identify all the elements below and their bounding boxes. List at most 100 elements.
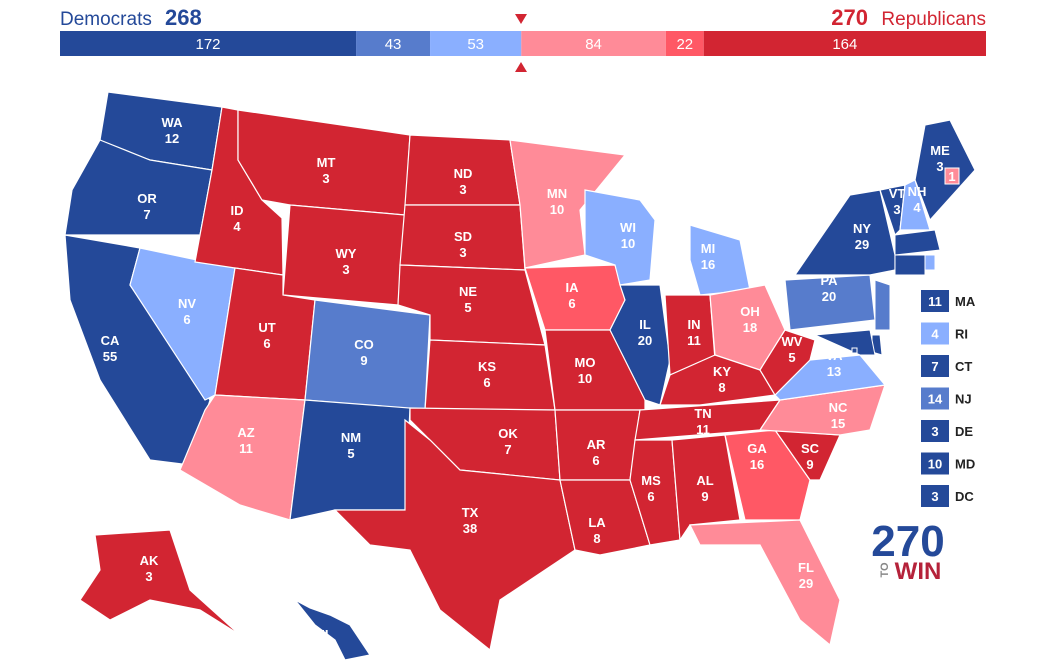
state-votes: 6 [183, 312, 190, 327]
small-state-abbr: NJ [955, 392, 972, 407]
state-abbr: WV [782, 334, 803, 349]
state-votes: 3 [459, 245, 466, 260]
bar-label: 22 [676, 36, 693, 53]
state-shape [758, 384, 886, 436]
bar-label: 164 [832, 36, 857, 53]
small-state-votes: 3 [931, 424, 938, 439]
state-abbr: KY [713, 364, 731, 379]
state-votes: 3 [145, 569, 152, 584]
state-abbr: FL [798, 560, 814, 575]
bar-segment [60, 31, 357, 56]
bar-segment [665, 31, 704, 56]
state-abbr: NY [853, 221, 871, 236]
state-shape [333, 418, 576, 652]
state-abbr: KS [478, 359, 496, 374]
state-abbr: TN [694, 406, 711, 421]
state-votes: 11 [687, 333, 701, 348]
state-votes: 9 [806, 457, 813, 472]
small-state-box [921, 355, 949, 377]
small-state-votes: 4 [931, 327, 939, 342]
small-state-abbr: DE [955, 424, 973, 439]
state-abbr: PA [820, 273, 838, 288]
states: WA12OR7CA55NV6ID4MT3WY3UT6AZ11CO9NM5ND3S… [64, 91, 976, 661]
state-abbr: MO [575, 355, 596, 370]
state-abbr: SD [454, 229, 472, 244]
state-shape [584, 189, 656, 286]
state-votes: 3 [342, 262, 349, 277]
bar-segment [430, 31, 522, 56]
state-votes: 6 [647, 489, 654, 504]
state-votes: 5 [347, 446, 354, 461]
vote-bar: 172 43 53 84 22 164 [60, 31, 986, 56]
state-votes: 3 [893, 202, 900, 217]
state-abbr: OK [498, 426, 518, 441]
state-abbr: ID [231, 203, 244, 218]
small-state-box [921, 290, 949, 312]
threshold-marker [515, 14, 527, 24]
state-votes: 9 [701, 489, 708, 504]
bar-segment [521, 31, 666, 56]
state-votes: 20 [638, 333, 652, 348]
state-votes: 3 [459, 182, 466, 197]
state-shape [759, 329, 816, 396]
state-abbr: LA [588, 515, 606, 530]
state-abbr: IL [639, 317, 651, 332]
state-abbr: IN [688, 317, 701, 332]
small-state-abbr: CT [955, 359, 972, 374]
state-abbr: CA [101, 333, 120, 348]
district-votes: 1 [948, 169, 955, 184]
state-abbr: NM [341, 430, 361, 445]
state-shape [609, 284, 671, 406]
state-votes: 29 [799, 576, 813, 591]
bar-segment [356, 31, 431, 56]
state-abbr: NH [908, 184, 927, 199]
state-shape [689, 519, 841, 647]
dem-total: 268 [165, 5, 202, 30]
small-state-votes: 11 [928, 294, 942, 309]
state-votes: 18 [743, 320, 757, 335]
state-abbr: WI [620, 220, 636, 235]
state-votes: 16 [701, 257, 715, 272]
small-state-abbr: RI [955, 327, 968, 342]
small-state-abbr: MA [955, 294, 976, 309]
state-abbr: AR [587, 437, 606, 452]
state-abbr: AL [696, 473, 713, 488]
state-abbr: NV [178, 296, 196, 311]
state-abbr: NE [459, 284, 477, 299]
bar-segment [703, 31, 986, 56]
bar-label: 43 [385, 36, 402, 53]
small-state-votes: 14 [928, 392, 943, 407]
state-shape [79, 529, 241, 636]
state-abbr: OH [740, 304, 760, 319]
state-shape [629, 439, 681, 546]
state-abbr: AZ [237, 425, 254, 440]
state-votes: 55 [103, 349, 117, 364]
state-votes: 6 [568, 296, 575, 311]
logo-number: 270 [871, 517, 944, 566]
state-votes: 8 [718, 380, 725, 395]
state-abbr: WA [162, 115, 184, 130]
state-shape [894, 229, 941, 256]
state-shape [793, 189, 896, 276]
state-abbr: TX [462, 505, 479, 520]
small-state-box [921, 387, 949, 410]
state-votes: 7 [504, 442, 511, 457]
state-votes: 7 [143, 207, 150, 222]
state-abbr: MN [547, 186, 567, 201]
state-abbr: AK [140, 553, 159, 568]
state-shape [671, 434, 741, 542]
state-abbr: NC [829, 400, 848, 415]
state-abbr: MS [641, 473, 661, 488]
state-votes: 10 [578, 371, 592, 386]
state-abbr: VA [825, 348, 843, 363]
state-votes: 10 [550, 202, 564, 217]
small-state-votes: 7 [931, 359, 938, 374]
state-votes: 10 [621, 236, 635, 251]
small-state-abbr: DC [955, 489, 974, 504]
small-state-box [921, 322, 949, 345]
state-votes: 6 [483, 375, 490, 390]
bar-label: 84 [585, 36, 602, 53]
small-state-box [921, 485, 949, 507]
state-shape [813, 329, 876, 356]
